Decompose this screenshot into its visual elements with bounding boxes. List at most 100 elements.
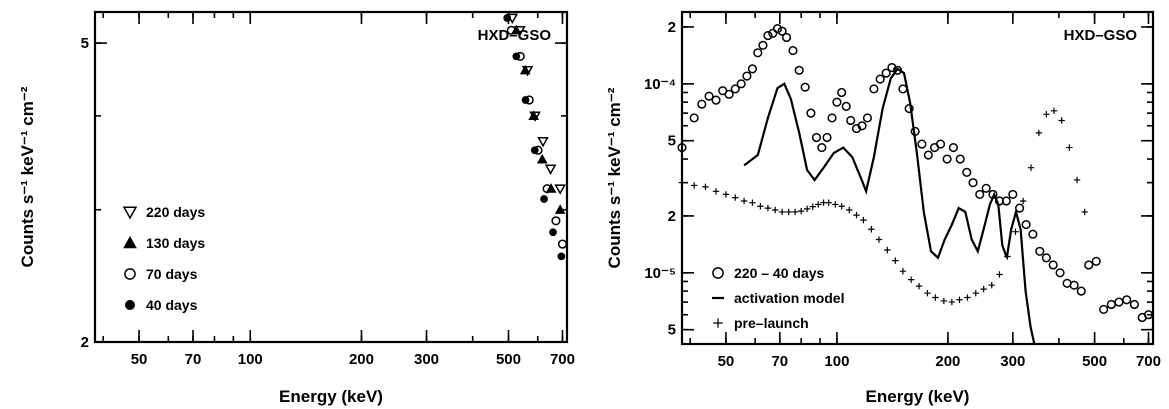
130-days-point xyxy=(528,110,540,120)
220-40-days-point xyxy=(730,84,740,94)
pre-launch-point xyxy=(815,201,822,208)
x-tick-label: 300 xyxy=(1000,353,1025,370)
pre-launch-point xyxy=(996,271,1003,278)
220-40-days-point xyxy=(841,101,851,111)
pre-launch-point xyxy=(853,211,860,219)
x-tick-label: 200 xyxy=(935,353,960,370)
220-days-point xyxy=(537,136,549,148)
220-40-days-point xyxy=(1129,299,1139,310)
right-legend: 220 – 40 days activation model pre–launch xyxy=(712,265,844,331)
left-panel: 50701002003005007002510⁻⁴25 HXD–GSO Ener… xyxy=(18,10,575,406)
y-tick-label: 10⁻⁵ xyxy=(644,265,676,282)
220-40-days-point xyxy=(806,108,816,118)
left-annotation: HXD–GSO xyxy=(478,27,552,44)
pre-launch-point xyxy=(915,282,923,290)
220-40-days-point xyxy=(1035,246,1045,256)
220-40-days-point xyxy=(862,113,873,123)
pre-launch-point xyxy=(740,197,748,205)
x-tick-label: 700 xyxy=(1136,353,1161,370)
y-tick-label: 2 xyxy=(668,208,676,225)
pre-launch-point xyxy=(712,188,720,195)
pre-launch-point xyxy=(956,296,963,303)
y-tick-label: 10⁻⁴ xyxy=(644,76,676,93)
220-40-days-point xyxy=(1001,196,1011,206)
pre-launch-point xyxy=(899,267,907,275)
220-40-days-point xyxy=(1069,280,1079,290)
pre-launch-point xyxy=(1027,164,1035,171)
left-data-marks xyxy=(503,13,568,261)
left-axis-ticks: 50701002003005007002510⁻⁴25 xyxy=(81,12,575,368)
220-days-point xyxy=(544,164,557,175)
pre-launch-point xyxy=(749,199,756,206)
220-40-days-point xyxy=(881,68,891,78)
130-days-point xyxy=(554,204,566,214)
220-40-days-point xyxy=(811,132,822,143)
220-40-days-point xyxy=(742,71,752,81)
pre-launch-point xyxy=(778,208,786,216)
130-days-point xyxy=(510,24,522,35)
legend-70-days-symbol xyxy=(124,268,136,280)
y-tick-label: 2 xyxy=(81,334,89,351)
pre-launch-point xyxy=(907,276,915,283)
right-data-marks xyxy=(677,24,1154,344)
220-40-days-point xyxy=(800,82,810,92)
legend-pre-launch-label: pre–launch xyxy=(734,315,809,331)
y-tick-label: 2 xyxy=(668,19,676,36)
220-40-days-point xyxy=(817,142,827,153)
130-days-point xyxy=(536,153,548,164)
legend-activation-model-label: activation model xyxy=(734,290,844,306)
220-40-days-point xyxy=(747,64,758,74)
x-tick-label: 50 xyxy=(131,351,148,368)
pre-launch-point xyxy=(803,205,811,213)
legend-130-days-label: 130 days xyxy=(146,235,205,251)
pre-launch-point xyxy=(964,294,971,301)
70-days-point xyxy=(551,216,561,226)
pre-launch-point xyxy=(785,208,792,216)
220-40-days-point xyxy=(875,74,885,84)
legend-70-days-label: 70 days xyxy=(146,266,198,282)
220-40-days-point xyxy=(677,142,687,153)
pre-launch-point xyxy=(797,207,805,215)
pre-launch-point xyxy=(771,206,779,214)
220-40-days-point xyxy=(1084,260,1094,270)
activation-model-line xyxy=(743,67,1036,344)
220-40-days-point xyxy=(968,178,978,188)
x-tick-label: 700 xyxy=(550,351,575,368)
pre-launch-point xyxy=(846,206,853,214)
pre-launch-point xyxy=(1058,117,1065,124)
220-40-days-point xyxy=(955,154,965,164)
left-x-axis-label: Energy (keV) xyxy=(279,387,383,406)
220-40-days-point xyxy=(975,189,985,199)
220-40-days-point xyxy=(917,139,927,149)
220-40-days-point xyxy=(1091,256,1101,266)
legend-pre-launch-symbol xyxy=(713,318,723,328)
legend-220-40-days-label: 220 – 40 days xyxy=(734,265,825,281)
pre-launch-point xyxy=(764,204,772,212)
220-40-days-point xyxy=(724,89,734,99)
pre-launch-point xyxy=(809,203,816,210)
220-40-days-point xyxy=(832,97,842,107)
220-40-days-point xyxy=(1055,268,1065,278)
220-40-days-point xyxy=(1015,203,1025,213)
220-40-days-point xyxy=(923,150,933,160)
220-40-days-point xyxy=(1099,304,1109,315)
left-legend: 220 days 130 days 70 days 40 days xyxy=(122,204,205,313)
220-40-days-point xyxy=(704,91,714,101)
220-40-days-point xyxy=(763,31,773,41)
pre-launch-point xyxy=(1019,197,1027,205)
220-40-days-point xyxy=(857,121,867,131)
pre-launch-point xyxy=(791,208,799,216)
pre-launch-point xyxy=(732,194,739,201)
220-40-days-point xyxy=(736,79,746,89)
x-tick-label: 50 xyxy=(718,353,735,370)
pre-launch-point xyxy=(702,183,709,191)
x-tick-label: 100 xyxy=(238,351,263,368)
220-40-days-point xyxy=(942,154,952,164)
pre-launch-point xyxy=(972,289,979,297)
220-40-days-point xyxy=(1041,253,1051,263)
legend-130-days-symbol xyxy=(123,235,137,249)
pre-launch-point xyxy=(980,285,987,293)
pre-launch-point xyxy=(892,257,899,264)
220-40-days-point xyxy=(711,95,721,105)
